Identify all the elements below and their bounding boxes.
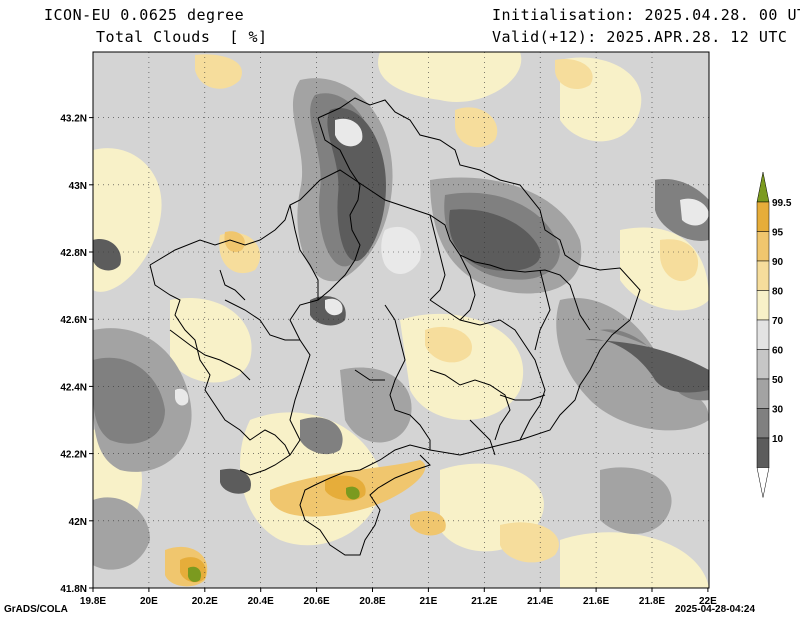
- x-tick-label: 20.8E: [359, 596, 385, 607]
- colorbar-label: 95: [772, 228, 784, 239]
- y-axis-ticks: 41.8N 42N 42.2N 42.4N 42.6N 42.8N 43N 43.2N: [60, 114, 93, 595]
- x-tick-label: 20.6E: [304, 596, 330, 607]
- y-tick-label: 42N: [69, 517, 87, 528]
- cloud-field: [93, 52, 709, 588]
- variable-title: Total Clouds [ %]: [96, 28, 268, 46]
- valid-time: Valid(+12): 2025.APR.28. 12 UTC: [492, 28, 788, 46]
- colorbar-segment: [756, 260, 770, 291]
- colorbar-label: 60: [772, 346, 784, 357]
- admin-borders: [149, 97, 641, 556]
- y-tick-label: 42.8N: [60, 248, 87, 259]
- colorbar-segment: [756, 231, 770, 262]
- y-tick-label: 42.2N: [60, 450, 87, 461]
- map-frame: [92, 51, 710, 589]
- colorbar-label: 10: [772, 434, 784, 445]
- model-title: ICON-EU 0.0625 degree: [44, 6, 245, 24]
- x-tick-label: 20E: [140, 596, 158, 607]
- colorbar-label: 80: [772, 287, 784, 298]
- footer-timestamp: 2025-04-28-04:24: [675, 604, 756, 615]
- x-tick-label: 22E: [699, 596, 717, 607]
- x-tick-label: 21.8E: [639, 596, 665, 607]
- colorbar-segment: [756, 201, 770, 232]
- y-tick-label: 42.6N: [60, 315, 87, 326]
- colorbar-segment: [756, 378, 770, 409]
- colorbar-label: 30: [772, 405, 784, 416]
- y-tick-label: 43.2N: [60, 114, 87, 125]
- x-tick-label: 21.4E: [527, 596, 553, 607]
- colorbar-label: 70: [772, 316, 784, 327]
- colorbar-segment: [756, 408, 770, 439]
- colorbar-label: 90: [772, 257, 784, 268]
- colorbar-top-arrow: [756, 171, 770, 203]
- colorbar-label: 99.5: [772, 198, 792, 209]
- y-tick-label: 41.8N: [60, 584, 87, 595]
- x-tick-label: 19.8E: [80, 596, 106, 607]
- x-tick-label: 20.2E: [192, 596, 218, 607]
- x-tick-label: 20.4E: [248, 596, 274, 607]
- colorbar-segment: [756, 437, 770, 468]
- colorbar: 99.5 95 90 80 70 60 50 30 10: [756, 171, 792, 498]
- colorbar-segment: [756, 349, 770, 380]
- colorbar-segment: [756, 290, 770, 321]
- colorbar-segment: [756, 319, 770, 350]
- y-tick-label: 42.4N: [60, 382, 87, 393]
- colorbar-bottom-arrow: [756, 467, 770, 498]
- init-time: Initialisation: 2025.04.28. 00 UTC: [492, 6, 800, 24]
- y-tick-label: 43N: [69, 181, 87, 192]
- x-tick-label: 21E: [420, 596, 438, 607]
- footer-software: GrADS/COLA: [4, 604, 68, 615]
- x-tick-label: 21.2E: [471, 596, 497, 607]
- colorbar-label: 50: [772, 375, 784, 386]
- x-tick-label: 21.6E: [583, 596, 609, 607]
- x-axis-ticks: 19.8E 20E 20.2E 20.4E 20.6E 20.8E 21E 21.2E 21.4…: [80, 588, 717, 607]
